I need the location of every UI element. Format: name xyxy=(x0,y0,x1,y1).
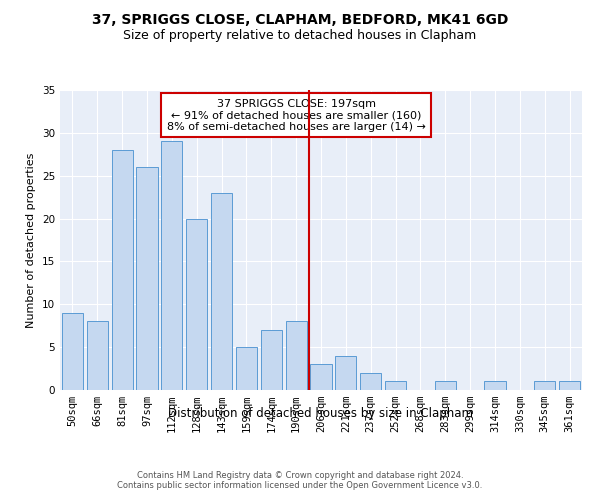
Bar xyxy=(136,167,158,390)
Text: Contains HM Land Registry data © Crown copyright and database right 2024.
Contai: Contains HM Land Registry data © Crown c… xyxy=(118,470,482,490)
Bar xyxy=(360,373,381,390)
Bar xyxy=(435,382,456,390)
Bar xyxy=(484,382,506,390)
Bar xyxy=(161,142,182,390)
Bar xyxy=(236,347,257,390)
Text: Size of property relative to detached houses in Clapham: Size of property relative to detached ho… xyxy=(124,29,476,42)
Bar xyxy=(186,218,207,390)
Y-axis label: Number of detached properties: Number of detached properties xyxy=(26,152,37,328)
Bar xyxy=(261,330,282,390)
Text: Distribution of detached houses by size in Clapham: Distribution of detached houses by size … xyxy=(169,408,473,420)
Bar xyxy=(87,322,108,390)
Bar xyxy=(310,364,332,390)
Text: 37, SPRIGGS CLOSE, CLAPHAM, BEDFORD, MK41 6GD: 37, SPRIGGS CLOSE, CLAPHAM, BEDFORD, MK4… xyxy=(92,12,508,26)
Bar xyxy=(112,150,133,390)
Bar xyxy=(211,193,232,390)
Bar xyxy=(534,382,555,390)
Bar xyxy=(385,382,406,390)
Bar xyxy=(335,356,356,390)
Bar xyxy=(559,382,580,390)
Bar xyxy=(62,313,83,390)
Text: 37 SPRIGGS CLOSE: 197sqm
← 91% of detached houses are smaller (160)
8% of semi-d: 37 SPRIGGS CLOSE: 197sqm ← 91% of detach… xyxy=(167,98,425,132)
Bar xyxy=(286,322,307,390)
